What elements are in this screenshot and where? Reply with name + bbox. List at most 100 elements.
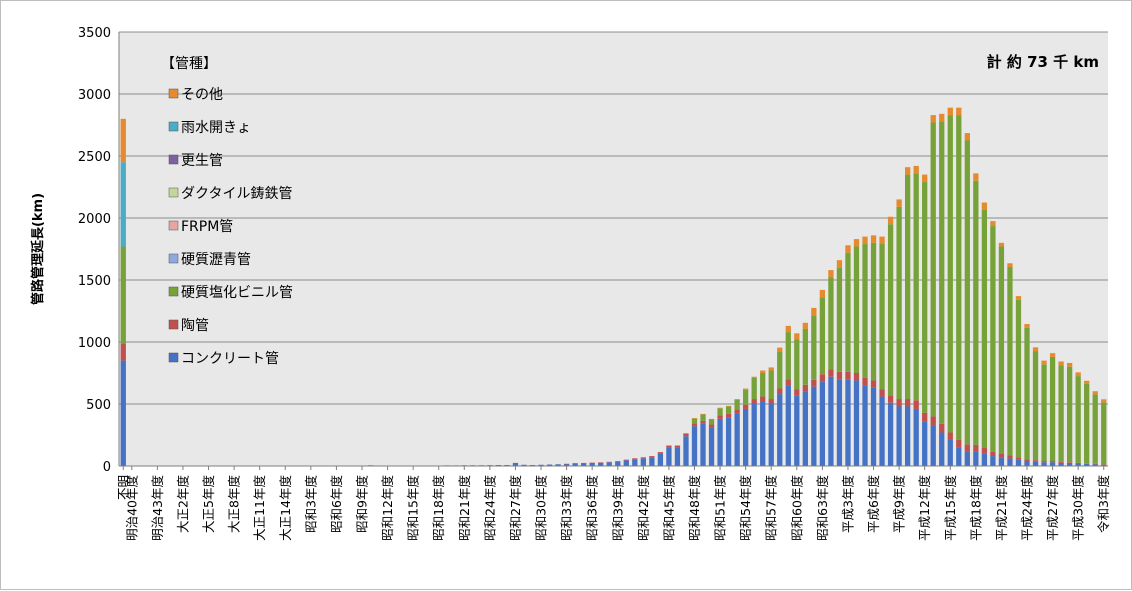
bar-segment <box>939 432 945 466</box>
bar-segment <box>939 423 945 433</box>
bar-segment <box>563 463 570 465</box>
bar-segment <box>896 406 902 466</box>
bar-segment <box>930 115 936 123</box>
bar-segment <box>930 416 936 426</box>
bar-segment <box>828 270 834 278</box>
bar-segment <box>632 459 638 466</box>
bar-segment <box>725 406 732 414</box>
x-tick-label: 昭和42年度 <box>636 475 651 541</box>
bar-segment <box>887 216 894 225</box>
x-tick-label: 昭和33年度 <box>559 475 574 541</box>
legend-label: その他 <box>181 87 223 103</box>
bar-segment <box>1015 459 1022 466</box>
bar-segment <box>905 167 911 175</box>
legend-swatch <box>168 352 179 363</box>
bar-segment <box>870 242 877 381</box>
x-tick-label: 令和3年度 <box>1096 475 1111 533</box>
legend-swatch <box>168 286 179 297</box>
x-tick-label: 平成27年度 <box>1045 475 1060 541</box>
bar-segment <box>1058 461 1064 463</box>
bar-segment <box>725 413 732 418</box>
x-tick-label: 大正11年度 <box>252 475 267 541</box>
y-tick-label: 3500 <box>78 26 111 41</box>
bar-segment <box>708 419 715 425</box>
bar-segment <box>1007 455 1013 459</box>
bar-segment <box>785 379 791 386</box>
x-tick-label: 昭和30年度 <box>534 475 549 541</box>
bar-segment <box>896 206 902 400</box>
bar-segment <box>734 399 740 410</box>
legend-swatch <box>168 319 179 330</box>
bar-segment <box>598 462 604 463</box>
bar-segment <box>947 439 953 466</box>
bar-segment <box>973 444 979 452</box>
bar-segment <box>691 418 698 424</box>
bar-segment <box>930 122 936 417</box>
bar-segment <box>725 405 732 407</box>
bar-segment <box>887 224 894 396</box>
bar-segment <box>930 425 936 466</box>
legend-label: FRPM管 <box>181 219 233 235</box>
bar-segment <box>956 107 962 116</box>
bar-segment <box>862 377 868 386</box>
bar-segment <box>555 464 561 466</box>
x-tick-label: 昭和51年度 <box>713 475 728 541</box>
bar-segment <box>1049 356 1056 462</box>
bar-segment <box>725 417 732 466</box>
bar-segment <box>1084 383 1090 464</box>
bar-segment <box>581 462 587 464</box>
x-tick-label: 明治43年度 <box>150 475 165 541</box>
bar-segment <box>120 343 126 361</box>
bar-segment <box>922 174 928 183</box>
bar-segment <box>1041 364 1047 462</box>
bar-segment <box>598 462 604 466</box>
bar-segment <box>1015 457 1022 460</box>
legend-swatch <box>168 88 179 99</box>
bar-segment <box>1101 402 1107 465</box>
bar-segment <box>538 464 544 466</box>
x-tick-label: 昭和27年度 <box>508 475 523 541</box>
bar-segment <box>879 396 885 466</box>
bar-segment <box>836 371 843 380</box>
x-tick-label: 昭和3年度 <box>303 475 318 533</box>
x-tick-label: 昭和54年度 <box>738 475 753 541</box>
bar-segment <box>1049 461 1056 463</box>
bar-segment <box>751 376 757 378</box>
bar-segment <box>700 414 706 421</box>
bar-segment <box>1066 462 1073 463</box>
bar-segment <box>853 246 860 373</box>
legend-label: ダクタイル鋳鉄管 <box>181 185 292 202</box>
bar-segment <box>760 370 766 373</box>
bar-segment <box>734 399 740 400</box>
bar-segment <box>657 452 664 454</box>
bar-segment <box>785 332 791 380</box>
bar-segment <box>743 388 749 390</box>
bar-segment <box>853 380 860 466</box>
bar-segment <box>964 451 970 466</box>
bar-segment <box>1032 347 1039 352</box>
bar-segment <box>998 246 1005 454</box>
x-tick-label: 平成12年度 <box>917 475 932 541</box>
bar-segment <box>666 447 672 466</box>
bar-segment <box>615 461 621 466</box>
x-tick-label: 昭和9年度 <box>354 475 369 533</box>
bar-segment <box>939 121 945 424</box>
bar-segment <box>589 463 595 466</box>
bar-segment <box>905 406 911 466</box>
x-tick-label: 昭和18年度 <box>431 475 446 541</box>
x-tick-label: 大正8年度 <box>227 475 242 533</box>
x-tick-label: 平成6年度 <box>866 475 881 533</box>
y-axis-ticks: 0 500 1000 1500 2000 2500 3000 3500 <box>78 26 111 475</box>
bar-segment <box>1092 394 1098 464</box>
bar-segment <box>956 439 962 448</box>
bar-segment <box>760 396 766 402</box>
bar-segment <box>751 377 757 400</box>
x-tick-label: 昭和57年度 <box>764 475 779 541</box>
bar-segment <box>777 347 783 352</box>
bar-segment <box>1075 376 1081 463</box>
bar-segment <box>581 463 587 466</box>
bar-segment <box>956 447 962 466</box>
bar-segment <box>120 118 126 163</box>
bar-segment <box>879 244 885 390</box>
